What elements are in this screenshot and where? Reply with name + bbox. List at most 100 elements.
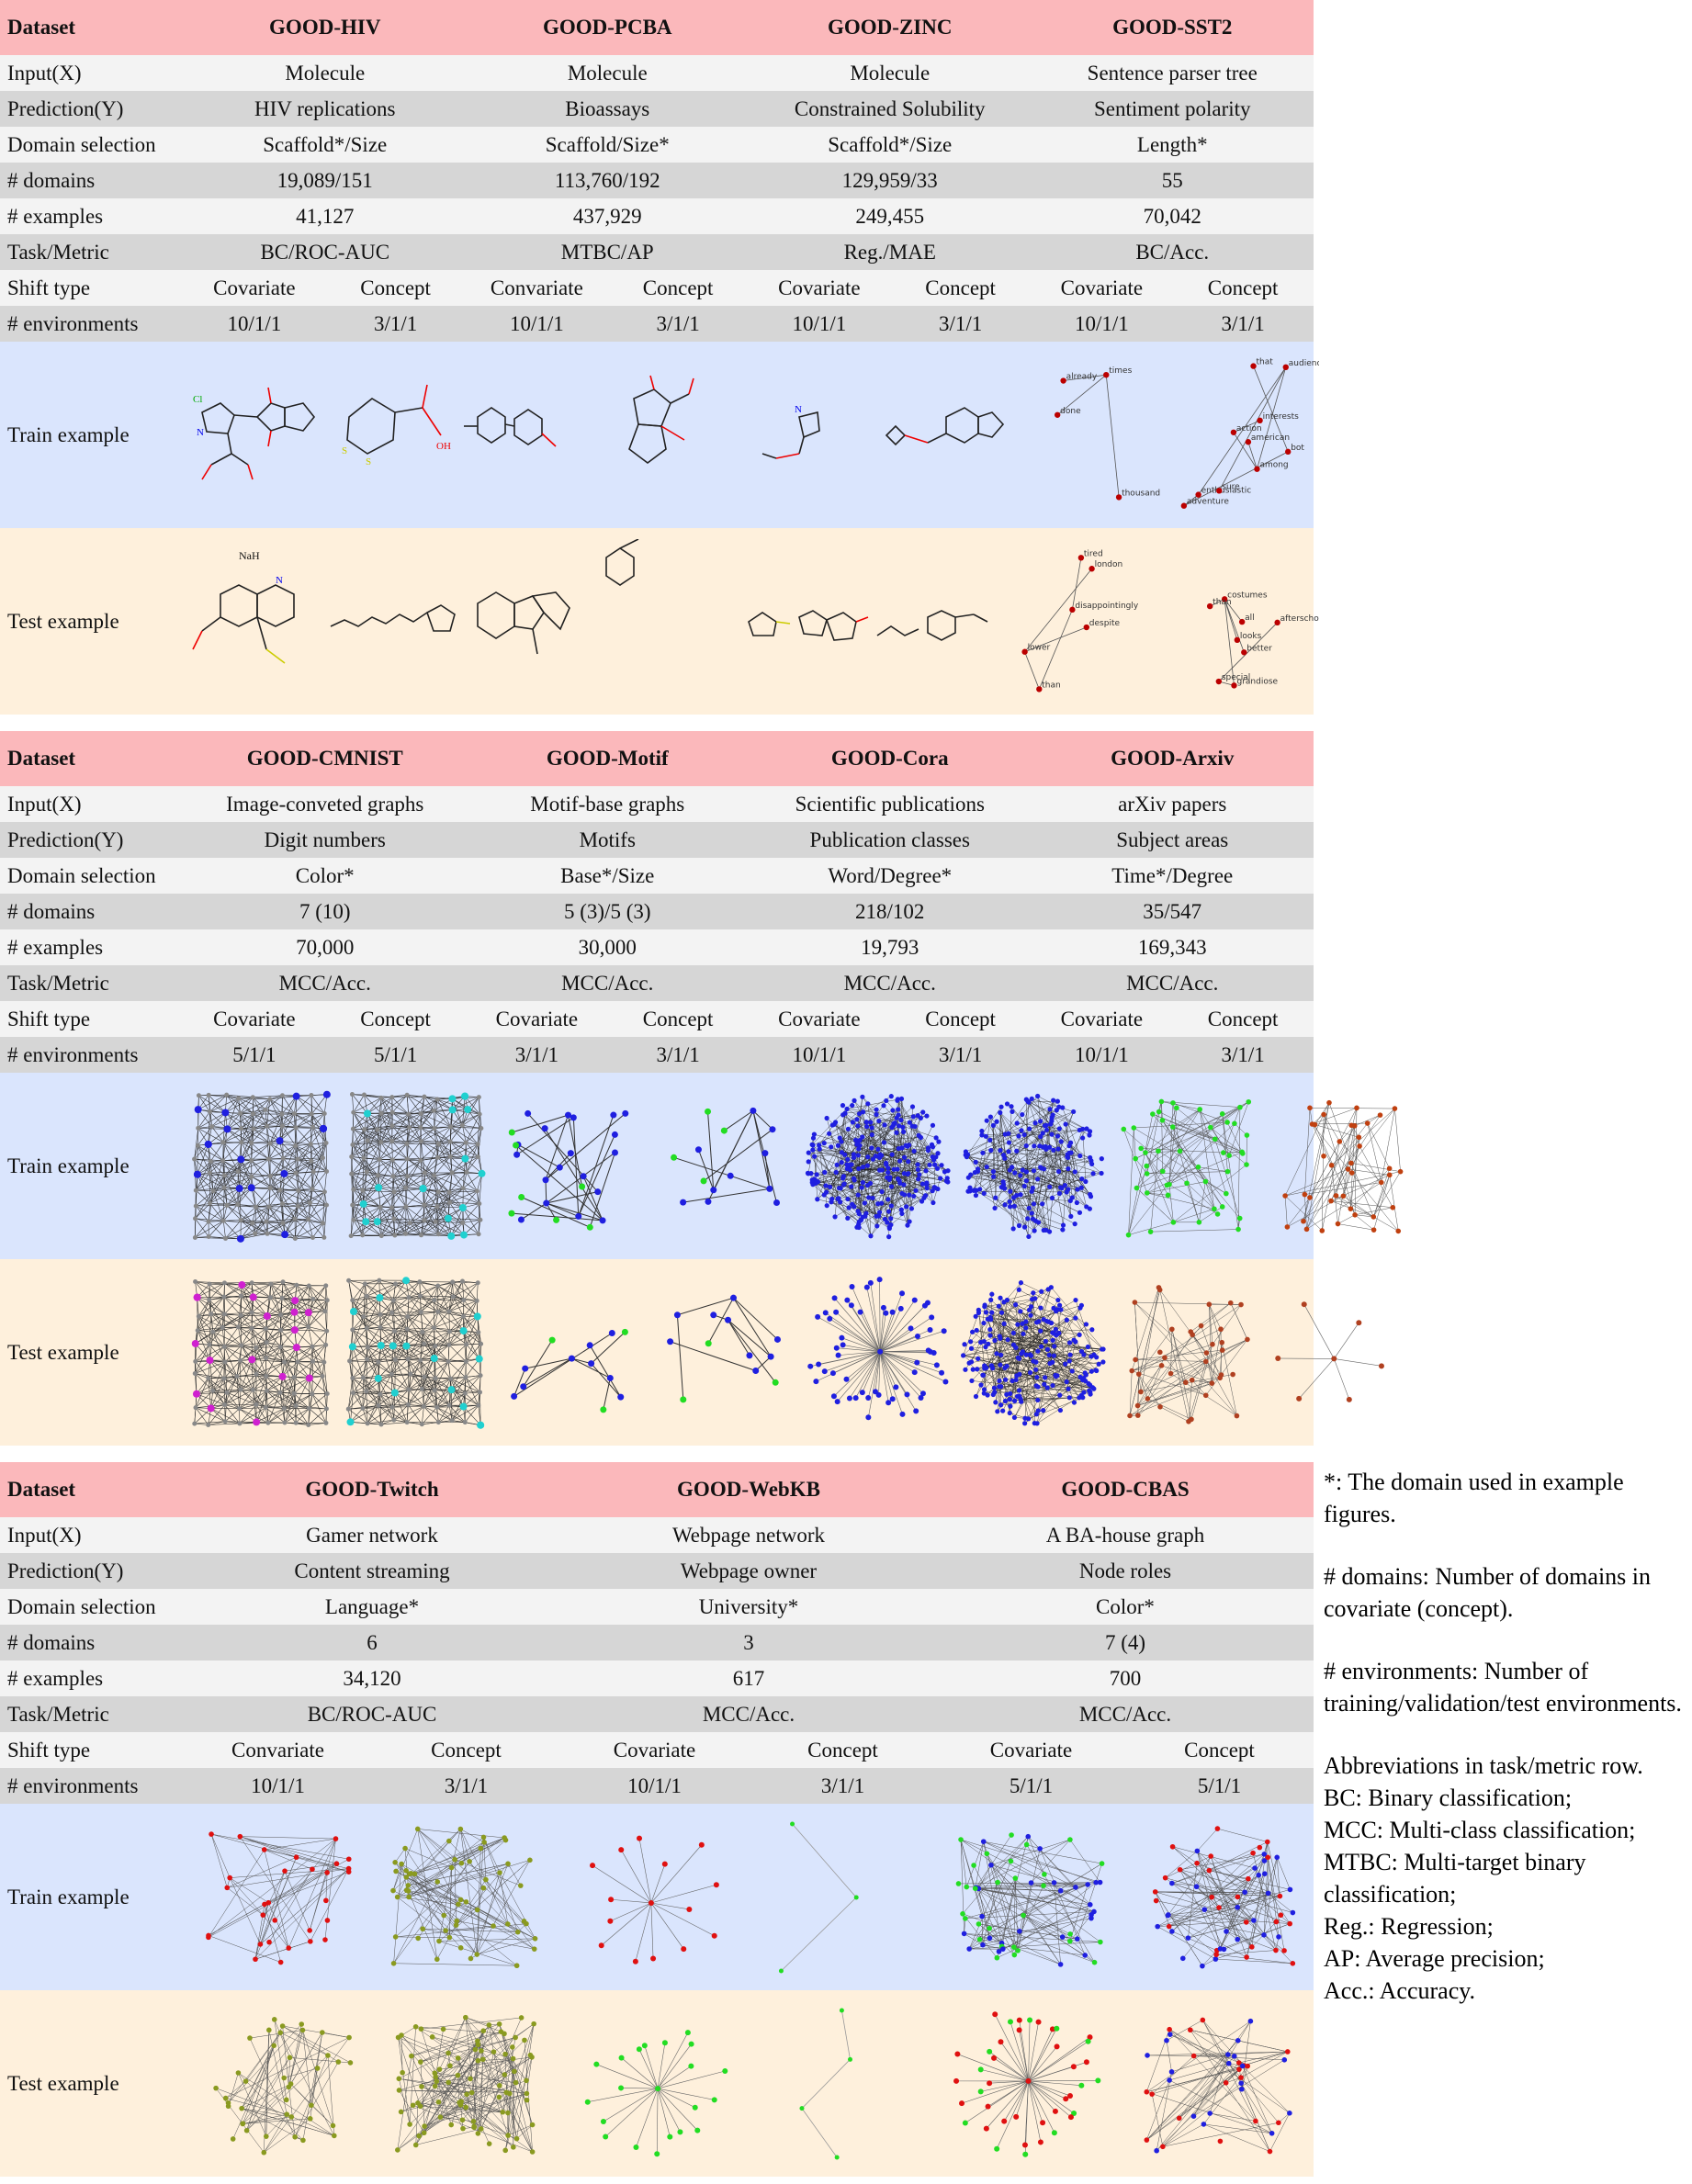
shift-type-row: Shift type Covariate Concept Covariate C…: [0, 1001, 1314, 1037]
domains-cell: 7 (4): [1104, 1630, 1146, 1654]
test-example-row: Test example: [0, 1259, 1384, 1446]
dataset-name: GOOD-Arxiv: [1111, 747, 1235, 770]
molecule-figure: N: [735, 342, 873, 528]
molecule-figure: [459, 342, 597, 528]
tree-word: than: [1042, 681, 1060, 690]
tree-word: audience: [1289, 358, 1319, 367]
shift-covariate: Covariate: [989, 1738, 1073, 1762]
domains-cell: 6: [367, 1630, 378, 1654]
graph-figure: [338, 1073, 492, 1259]
graph-figure: [1110, 1073, 1264, 1259]
domain-selection-row: Domain selection Scaffold*/Size Scaffold…: [0, 127, 1314, 163]
input-cell: Molecule: [850, 61, 931, 84]
train-example-row: Train example: [0, 1073, 1404, 1259]
abbr-item: Reg.: Regression;: [1324, 1913, 1494, 1940]
dataset-name: GOOD-Motif: [546, 747, 669, 770]
shift-covariate: Covariate: [213, 276, 296, 299]
examples-cell: 34,120: [343, 1666, 401, 1690]
environments-row: # environments 5/1/1 5/1/1 3/1/1 3/1/1 1…: [0, 1037, 1314, 1073]
molecule-figure: [459, 528, 597, 715]
tree-word: among: [1259, 460, 1288, 469]
row-label-shift-type: Shift type: [7, 1738, 91, 1762]
task-metric-row: Task/Metric BC/ROC-AUC MCC/Acc. MCC/Acc.: [0, 1696, 1314, 1732]
examples-cell: 30,000: [578, 935, 637, 959]
row-label-prediction: Prediction(Y): [7, 96, 124, 120]
row-label-prediction: Prediction(Y): [7, 827, 124, 851]
row-label-prediction: Prediction(Y): [7, 1559, 124, 1582]
graph-figure: [1110, 1259, 1264, 1446]
prediction-cell: Subject areas: [1116, 827, 1229, 851]
prediction-row: Prediction(Y) Content streaming Webpage …: [0, 1553, 1314, 1589]
test-example-row: Test example NaH N: [0, 528, 1319, 715]
parse-tree-figure: enthusiastic audience sure among americanact…: [1180, 357, 1319, 509]
shift-concept: Concept: [925, 1007, 996, 1030]
molecule-figure: [321, 528, 459, 715]
domains-cell: 129,959/33: [841, 168, 938, 192]
domain-selection-cell: Base*/Size: [560, 863, 655, 887]
prediction-cell: Content streaming: [294, 1559, 450, 1582]
env-concept: 3/1/1: [656, 1042, 700, 1066]
prediction-cell: Constrained Solubility: [794, 96, 986, 120]
svg-text:N: N: [197, 427, 204, 438]
env-concept: 3/1/1: [820, 1773, 865, 1797]
shift-concept: Concept: [642, 276, 714, 299]
domains-cell: 113,760/192: [554, 168, 660, 192]
graph-figure: [749, 1990, 937, 2177]
env-covariate: 10/1/1: [1074, 311, 1129, 335]
graph-figure: [184, 1804, 372, 1990]
molecule-figure: [597, 528, 735, 715]
input-cell: Scientific publications: [795, 792, 985, 816]
task-metric-cell: BC/Acc.: [1135, 240, 1210, 264]
env-covariate: 10/1/1: [227, 311, 282, 335]
input-cell: Webpage network: [671, 1523, 826, 1547]
molecule-figure: [735, 528, 873, 715]
prediction-cell: Webpage owner: [680, 1559, 818, 1582]
tree-word: better: [1246, 644, 1272, 653]
shift-covariate: Convariate: [231, 1738, 324, 1762]
graph-figure: [560, 1804, 749, 1990]
shift-covariate: Covariate: [1060, 1007, 1144, 1030]
svg-text:S: S: [342, 445, 347, 456]
svg-text:OH: OH: [436, 441, 451, 452]
graph-figure: [801, 1259, 955, 1446]
tree-word: despite: [1089, 619, 1121, 628]
domains-cell: 55: [1161, 168, 1183, 192]
graph-figure: [184, 1259, 338, 1446]
tree-word: lower: [1028, 643, 1051, 652]
row-label-domain-selection: Domain selection: [7, 1594, 156, 1618]
shift-covariate: Covariate: [613, 1738, 696, 1762]
domain-selection-cell: Color*: [1096, 1594, 1155, 1618]
domain-selection-cell: Color*: [295, 863, 355, 887]
tree-word: looks: [1240, 631, 1262, 640]
input-cell: Sentence parser tree: [1087, 61, 1258, 84]
examples-cell: 169,343: [1137, 935, 1207, 959]
domain-selection-cell: Time*/Degree: [1111, 863, 1234, 887]
abbr-item: Acc.: Accuracy.: [1324, 1977, 1476, 2004]
abbr-item: MCC: Multi-class classification;: [1324, 1817, 1636, 1843]
prediction-row: Prediction(Y) HIV replications Bioassays…: [0, 91, 1314, 127]
input-cell: Gamer network: [306, 1523, 438, 1547]
graph-figure: [647, 1073, 801, 1259]
domain-selection-cell: Language*: [324, 1594, 420, 1618]
abbr-item: BC: Binary classification;: [1324, 1784, 1573, 1811]
tree-word: adventure: [1187, 497, 1230, 506]
graph-figure: [955, 1073, 1110, 1259]
environments-row: # environments 10/1/1 3/1/1 10/1/1 3/1/1…: [0, 1768, 1314, 1804]
prediction-cell: Digit numbers: [264, 827, 386, 851]
graph-figure: [937, 1990, 1125, 2177]
domains-cell: 35/547: [1143, 899, 1202, 923]
shift-concept: Concept: [360, 1007, 431, 1030]
graph-figure: [937, 1804, 1125, 1990]
row-label-domains: # domains: [7, 168, 96, 192]
salt-label: NaH: [239, 549, 260, 562]
test-example-row: Test example: [0, 1990, 1314, 2177]
env-covariate: 5/1/1: [232, 1042, 276, 1066]
header-row: Dataset GOOD-Twitch GOOD-WebKB GOOD-CBAS: [0, 1462, 1314, 1517]
tree-word: afterschool: [1280, 614, 1319, 623]
graph-figure: [647, 1259, 801, 1446]
task-metric-cell: MCC/Acc.: [702, 1702, 795, 1726]
molecule-figure: [597, 342, 735, 528]
input-cell: Motif-base graphs: [530, 792, 685, 816]
